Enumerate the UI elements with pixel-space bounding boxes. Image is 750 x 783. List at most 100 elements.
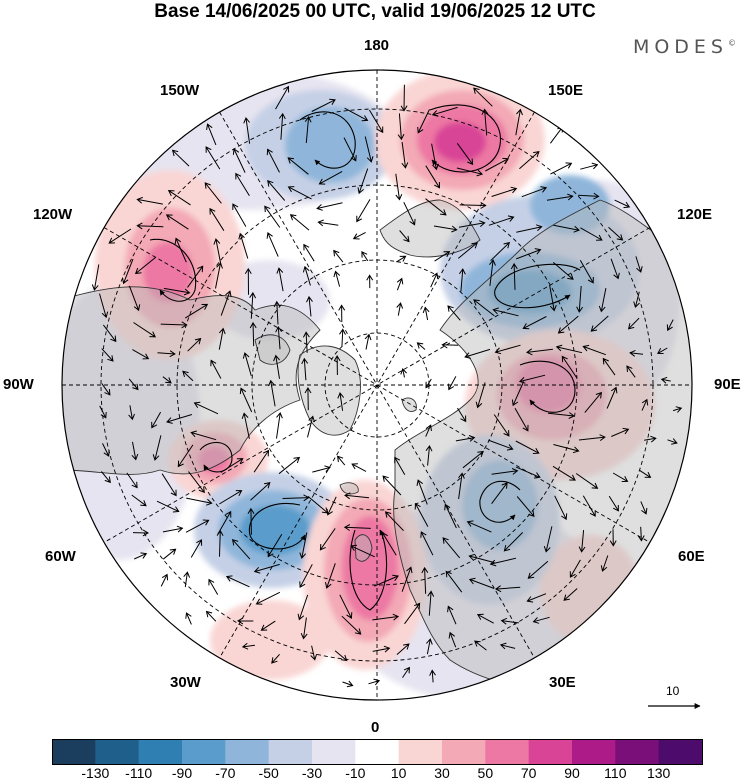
wind-arrow xyxy=(612,472,629,482)
wind-arrow xyxy=(500,617,519,625)
wind-arrow xyxy=(489,557,517,567)
lon-label-180: 180 xyxy=(364,37,390,54)
wind-arrow xyxy=(160,321,188,329)
wind-arrow xyxy=(337,392,345,411)
wind-arrow xyxy=(374,574,399,587)
wind-arrow xyxy=(481,108,489,136)
wind-arrow xyxy=(552,262,574,280)
wind-arrow xyxy=(396,255,407,263)
wind-arrow xyxy=(425,445,433,466)
wind-arrow xyxy=(522,316,547,330)
wind-arrow xyxy=(101,383,111,396)
colorbar-tick-label: 30 xyxy=(434,765,450,781)
colorbar-swatch xyxy=(225,739,270,764)
wind-arrow xyxy=(515,466,541,479)
wind-arrow xyxy=(364,333,372,350)
wind-arrow xyxy=(532,616,550,624)
reference-vector-label: 10 xyxy=(666,684,680,698)
wind-arrow xyxy=(492,307,519,317)
wind-arrow xyxy=(162,525,184,533)
anomaly-region xyxy=(434,122,486,162)
wind-arrow xyxy=(307,415,315,438)
wind-arrow xyxy=(276,267,284,292)
streamline xyxy=(199,441,233,473)
wind-arrow xyxy=(184,303,209,319)
wind-arrow xyxy=(161,473,177,497)
wind-arrow xyxy=(582,495,596,517)
wind-arrow xyxy=(447,305,461,321)
wind-arrow xyxy=(580,227,603,241)
wind-arrow xyxy=(122,258,134,285)
wind-arrow xyxy=(299,532,308,559)
wind-arrow xyxy=(276,411,283,439)
wind-arrow xyxy=(185,519,210,533)
wind-arrow xyxy=(614,199,631,209)
wind-arrow xyxy=(312,465,331,473)
wind-arrow xyxy=(404,602,421,625)
wind-arrow xyxy=(611,427,630,437)
wind-arrow xyxy=(255,591,281,605)
wind-arrow xyxy=(414,502,429,527)
wind-arrow xyxy=(319,528,336,551)
wind-arrow xyxy=(433,225,458,233)
wind-arrow xyxy=(287,157,309,175)
wind-arrow xyxy=(188,471,205,494)
wind-arrow xyxy=(232,148,246,173)
wind-arrow xyxy=(190,539,203,558)
wind-arrow xyxy=(241,642,255,650)
wind-arrow xyxy=(516,496,535,518)
wind-arrow xyxy=(458,268,466,292)
wind-arrow xyxy=(457,242,478,259)
wind-arrow xyxy=(162,376,172,384)
wind-arrow xyxy=(273,300,281,325)
streamline xyxy=(479,480,521,523)
wind-arrow xyxy=(494,344,521,355)
wind-arrow xyxy=(561,355,578,379)
colorbar-tick-label: -70 xyxy=(215,765,236,781)
wind-arrow xyxy=(425,424,432,437)
wind-arrow xyxy=(306,295,313,317)
wind-arrow xyxy=(468,553,495,564)
colorbar-swatch xyxy=(355,739,400,764)
lon-label-0: 0 xyxy=(371,719,380,736)
wind-arrow xyxy=(297,594,309,621)
wind-arrow xyxy=(384,511,404,532)
land-svalbard xyxy=(401,397,417,412)
colorbar xyxy=(52,739,703,765)
anomaly-region xyxy=(210,600,330,680)
wind-arrow xyxy=(518,374,546,384)
wind-arrow xyxy=(458,220,486,228)
land-uk xyxy=(354,534,373,562)
wind-arrow xyxy=(521,186,548,198)
wind-arrow xyxy=(416,479,428,505)
wind-arrow xyxy=(182,370,194,382)
wind-arrow xyxy=(426,638,433,655)
wind-arrow xyxy=(132,529,149,537)
land-alaska-siberia xyxy=(379,199,481,258)
wind-arrow xyxy=(515,108,523,136)
streamline xyxy=(349,529,388,611)
lon-label-120w: 120W xyxy=(33,206,73,223)
wind-arrow xyxy=(219,490,243,505)
wind-arrow xyxy=(425,165,441,189)
wind-arrow xyxy=(334,650,348,662)
wind-arrow xyxy=(264,205,281,228)
wind-arrow xyxy=(232,203,247,227)
colorbar-swatch xyxy=(485,739,530,764)
wind-arrow xyxy=(575,473,599,489)
wind-arrow xyxy=(317,219,339,227)
wind-arrow xyxy=(462,450,484,469)
wind-arrow xyxy=(133,552,148,560)
wind-arrow xyxy=(510,262,518,290)
wind-arrow xyxy=(136,222,164,230)
wind-arrow xyxy=(485,157,510,172)
wind-arrow xyxy=(425,378,432,389)
wind-arrow xyxy=(576,285,584,313)
wind-arrow xyxy=(132,349,150,360)
wind-arrow xyxy=(302,331,310,353)
wind-arrow xyxy=(608,226,624,241)
wind-arrow xyxy=(101,348,114,362)
wind-arrow xyxy=(185,612,192,625)
wind-arrow xyxy=(344,492,370,500)
wind-arrow xyxy=(527,560,549,579)
